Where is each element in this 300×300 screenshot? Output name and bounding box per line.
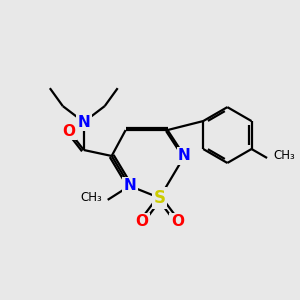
Text: N: N (123, 178, 136, 194)
Text: CH₃: CH₃ (273, 149, 295, 163)
Text: O: O (135, 214, 148, 229)
Text: N: N (77, 115, 90, 130)
Text: O: O (171, 214, 184, 229)
Text: CH₃: CH₃ (80, 191, 102, 204)
Text: N: N (178, 148, 191, 164)
Text: S: S (154, 189, 166, 207)
Text: O: O (62, 124, 75, 139)
